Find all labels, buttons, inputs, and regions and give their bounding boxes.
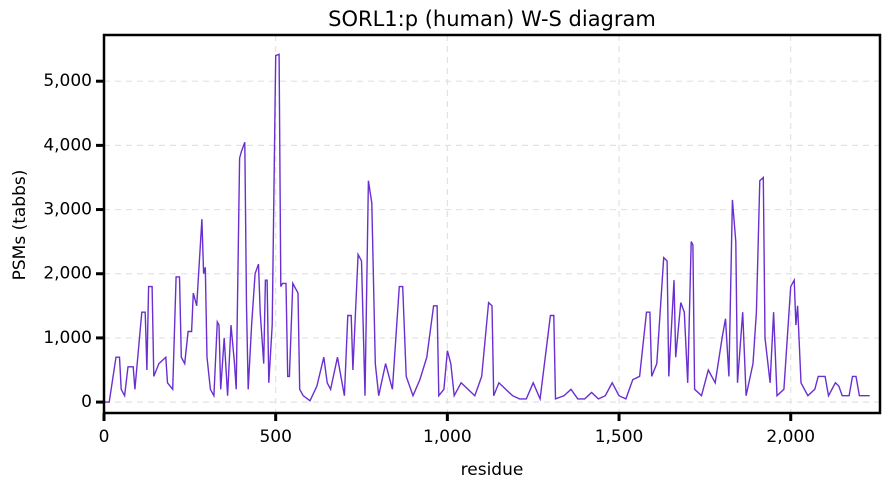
y-tick-label: 5,000: [43, 71, 92, 91]
x-tick-label: 2,000: [766, 427, 815, 447]
y-tick-label: 1,000: [43, 328, 92, 348]
x-axis-label: residue: [461, 460, 524, 480]
x-tick-label: 1,500: [595, 427, 644, 447]
x-tick-label: 1,000: [423, 427, 472, 447]
y-tick-label: 2,000: [43, 264, 92, 284]
x-tick-label: 0: [99, 427, 110, 447]
y-axis-label: PSMs (tabbs): [10, 170, 30, 281]
x-tick-label: 500: [259, 427, 291, 447]
y-tick-label: 3,000: [43, 200, 92, 220]
plot-frame: [102, 33, 882, 415]
y-tick-label: 4,000: [43, 135, 92, 155]
y-tick-label: 0: [81, 392, 92, 412]
data-line: [104, 53, 870, 403]
chart-title: SORL1:p (human) W-S diagram: [328, 7, 656, 31]
